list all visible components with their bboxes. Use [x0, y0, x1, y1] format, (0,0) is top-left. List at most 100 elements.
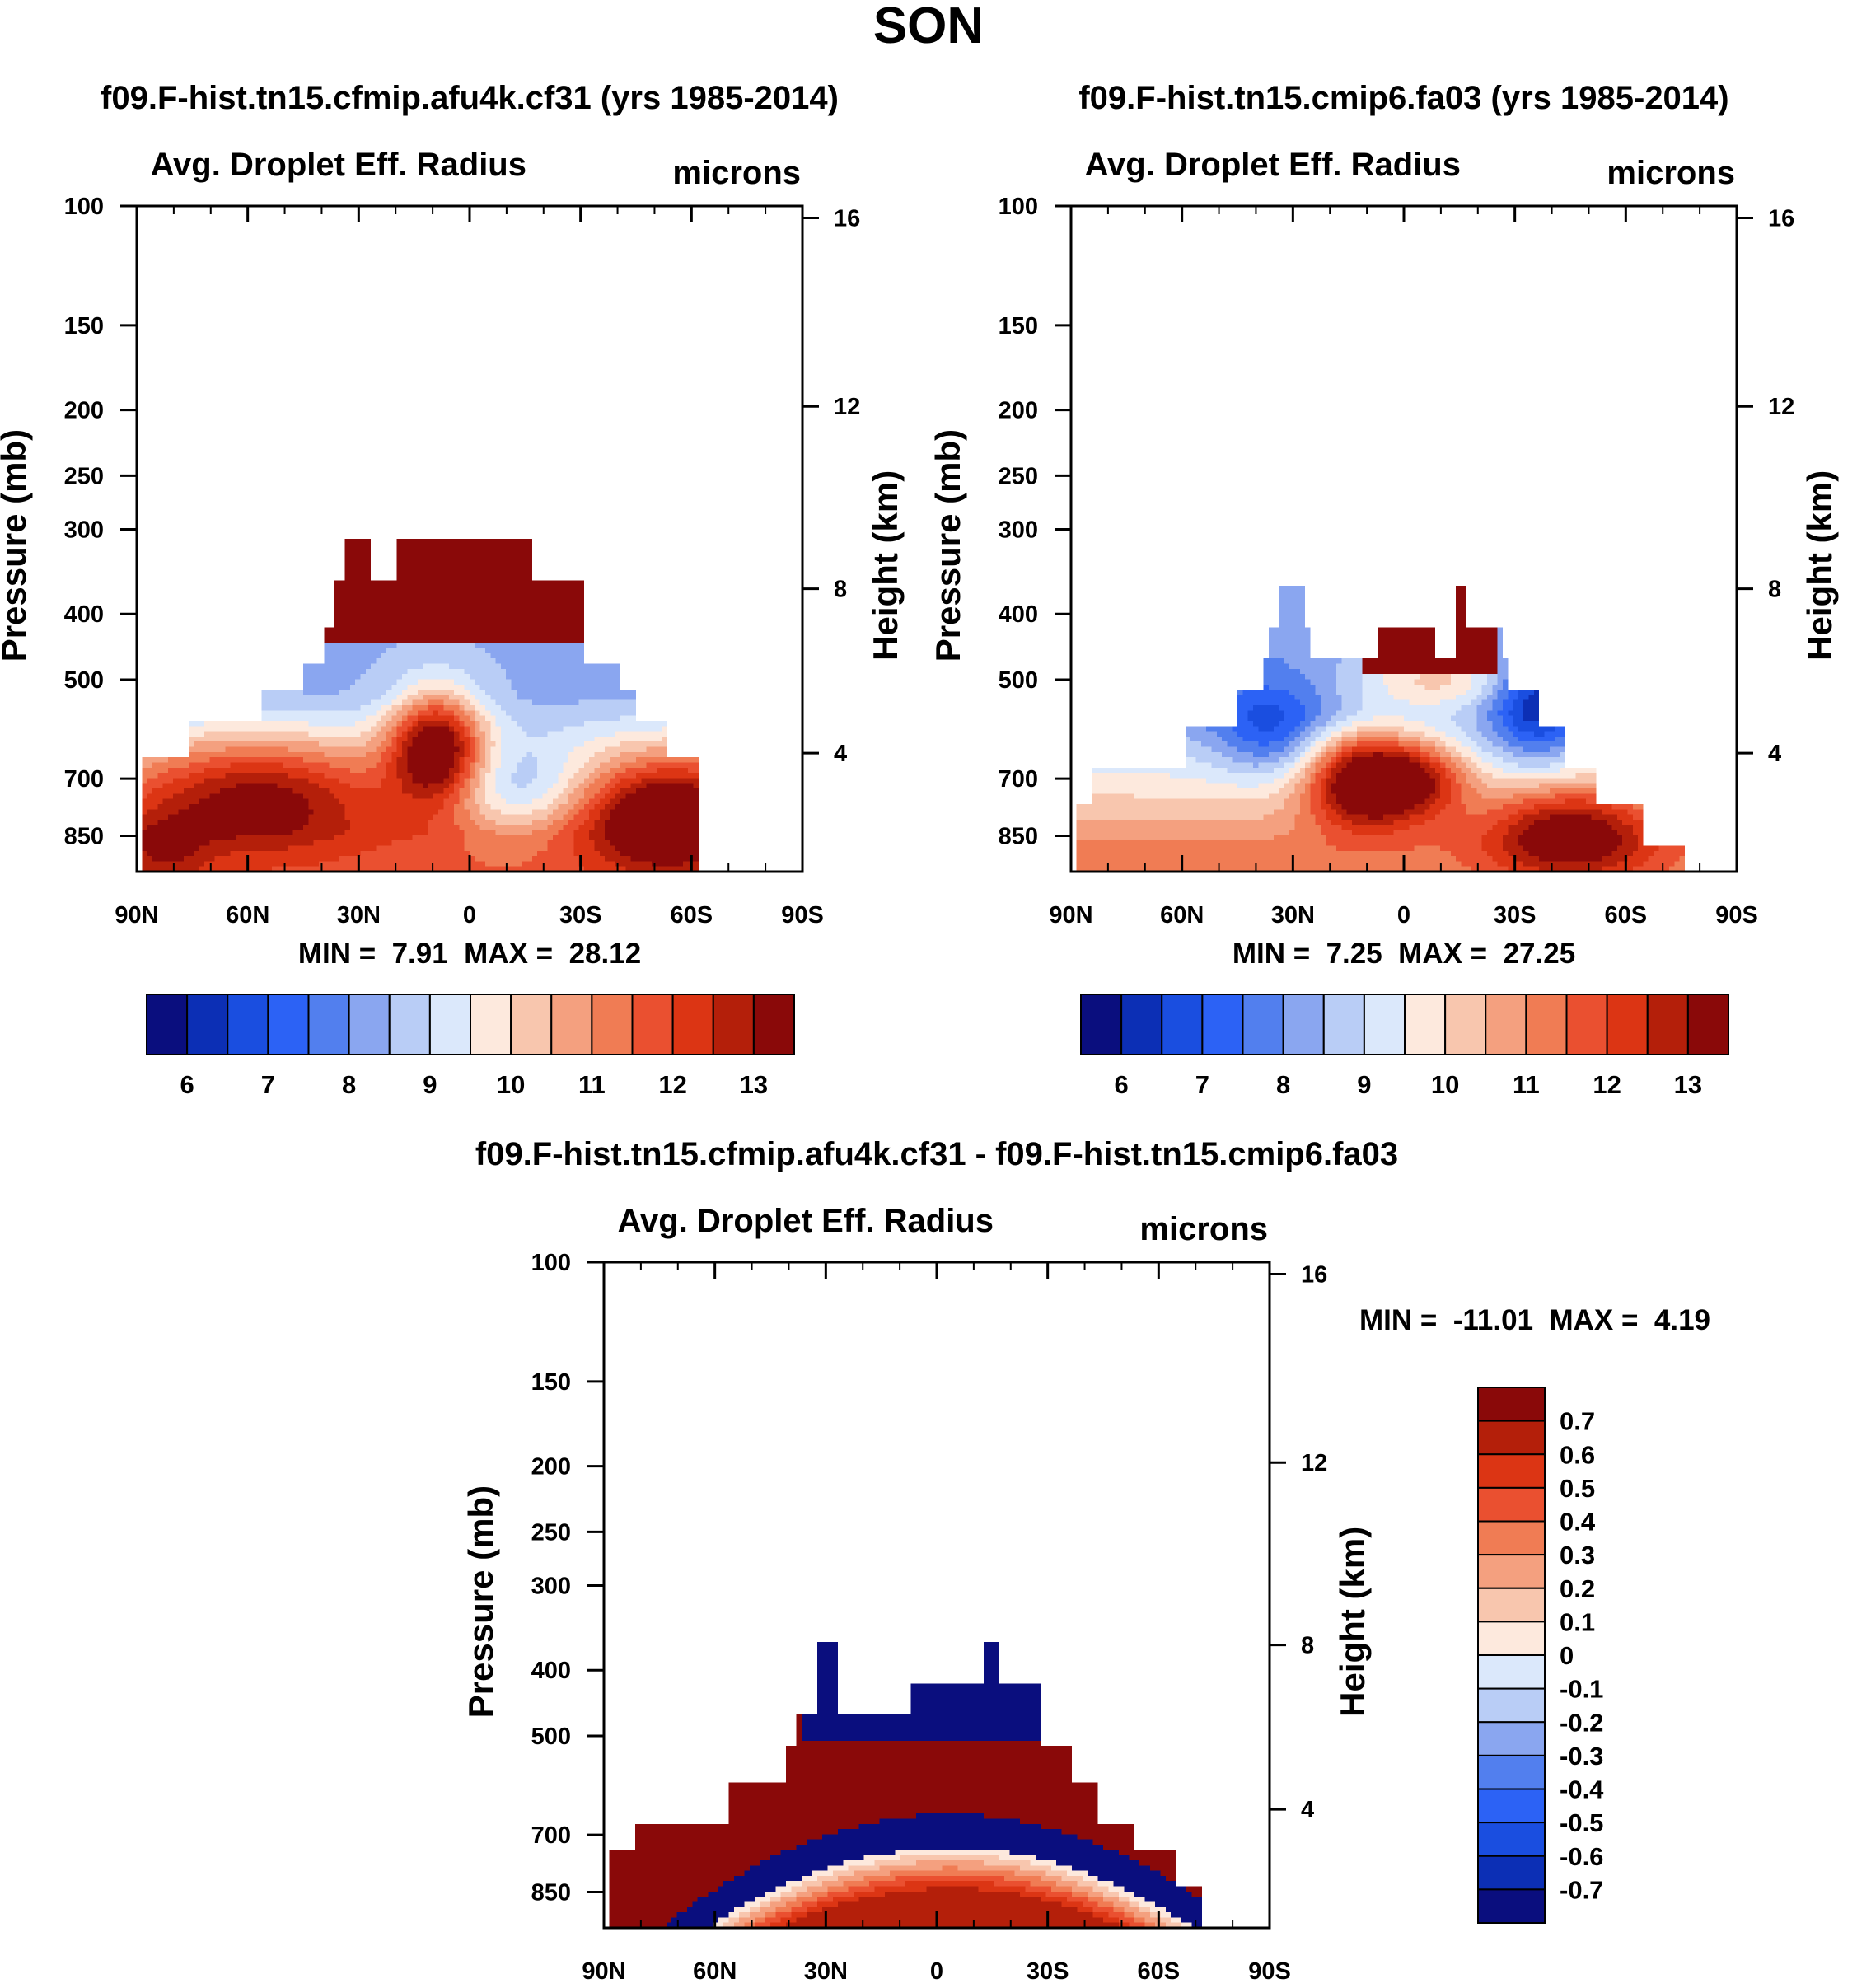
colorbar-box [1477, 1788, 1546, 1824]
colorbar-label: 9 [1357, 1070, 1371, 1099]
min-label: MIN = [1233, 938, 1310, 970]
variable-label: Avg. Droplet Eff. Radius [1085, 147, 1461, 183]
colorbar-box [1444, 994, 1487, 1055]
colorbar-label: 0.2 [1560, 1574, 1595, 1603]
y-tick-label: 500 [64, 667, 104, 694]
y-tick-label: 100 [999, 194, 1038, 220]
spacer [553, 938, 568, 970]
colorbar-label: 10 [497, 1070, 525, 1099]
colorbar-box [1477, 1520, 1546, 1556]
colorbar-label: 0.6 [1560, 1440, 1595, 1469]
data-field [1071, 206, 1737, 872]
y-tick-label: 100 [531, 1250, 571, 1276]
x-tick-label: 30N [804, 1958, 848, 1985]
colorbar-box [631, 994, 674, 1055]
colorbar-box [1477, 1621, 1546, 1656]
y-right-tick-label: 16 [834, 206, 860, 232]
y-tick-label: 700 [531, 1822, 571, 1849]
y-tick-label: 400 [531, 1658, 571, 1684]
x-tick-label: 60S [671, 902, 713, 929]
panel-title: f09.F-hist.tn15.cmip6.fa03 (yrs 1985-201… [1078, 80, 1728, 116]
max-value: 27.25 [1504, 938, 1576, 970]
colorbar-label: 13 [740, 1070, 768, 1099]
x-tick-label: 30S [559, 902, 602, 929]
colorbar-box [1565, 994, 1608, 1055]
colorbar-label: 6 [180, 1070, 194, 1099]
colorbar-label: 7 [261, 1070, 275, 1099]
colorbar-box [1686, 994, 1729, 1055]
min-value: 7.91 [392, 938, 448, 970]
units-label: microns [672, 155, 801, 191]
y-tick-label: 500 [999, 667, 1038, 694]
y-tick-label: 700 [64, 766, 104, 793]
y-tick-label: 250 [531, 1519, 571, 1546]
y-tick-label: 500 [531, 1724, 571, 1750]
max-label: MAX = [1398, 938, 1487, 970]
colorbar-box [146, 994, 189, 1055]
y-tick-label: 150 [999, 313, 1038, 339]
colorbar-box [1477, 1387, 1546, 1422]
y-right-tick-label: 4 [1301, 1797, 1314, 1823]
x-tick-label: 60N [1160, 902, 1204, 929]
panel-title: f09.F-hist.tn15.cfmip.afu4k.cf31 - f09.F… [475, 1136, 1398, 1172]
colorbar-box [1080, 994, 1123, 1055]
min-label: MIN = [298, 938, 376, 970]
y-right-tick-label: 12 [1768, 394, 1794, 420]
colorbar-box [712, 994, 755, 1055]
colorbar-box [1161, 994, 1204, 1055]
min-value: 7.25 [1326, 938, 1382, 970]
min-max-readout: MIN = -11.01 MAX = 4.19 [1359, 1304, 1710, 1336]
colorbar-box [1477, 1822, 1546, 1857]
colorbar-label: 13 [1674, 1070, 1702, 1099]
y-axis-title: Pressure (mb) [461, 1485, 500, 1718]
colorbar-label: -0.4 [1560, 1775, 1604, 1804]
colorbar-label: 0.4 [1560, 1508, 1596, 1537]
colorbar-box [1404, 994, 1447, 1055]
min-max-readout: MIN = 7.25 MAX = 27.25 [1233, 938, 1575, 970]
x-tick-label: 90N [582, 1958, 625, 1985]
colorbar-box [1477, 1486, 1546, 1523]
y-right-axis-title: Height (km) [1333, 1527, 1372, 1717]
colorbar-box [1477, 1721, 1546, 1756]
y-tick-label: 700 [999, 766, 1038, 793]
colorbar-box [671, 994, 714, 1055]
y-axis-title: Pressure (mb) [0, 429, 33, 662]
colorbar-label: -0.3 [1560, 1742, 1603, 1770]
colorbar-box [1477, 1687, 1546, 1724]
colorbar-box [1282, 994, 1325, 1055]
colorbar-label: 11 [1513, 1070, 1540, 1099]
x-tick-label: 90N [1049, 902, 1092, 929]
colorbar-label: 0.3 [1560, 1541, 1595, 1569]
colorbar-box [348, 994, 391, 1055]
colorbar-box [470, 994, 512, 1055]
y-right-tick-label: 8 [1301, 1633, 1314, 1659]
colorbar-label: 11 [578, 1070, 606, 1099]
max-value: 28.12 [569, 938, 642, 970]
spacer [448, 938, 464, 970]
x-tick-label: 30N [337, 902, 381, 929]
colorbar-box [1363, 994, 1406, 1055]
colorbar-label: 12 [1593, 1070, 1621, 1099]
y-tick-label: 850 [999, 824, 1038, 850]
x-tick-label: 0 [463, 902, 476, 929]
colorbar-label: 12 [658, 1070, 686, 1099]
colorbar-box [1477, 1420, 1546, 1456]
min-label: MIN = [1359, 1304, 1437, 1336]
colorbar-label: 0.5 [1560, 1474, 1595, 1503]
y-right-tick-label: 8 [834, 577, 847, 603]
panel-title: f09.F-hist.tn15.cfmip.afu4k.cf31 (yrs 19… [101, 80, 839, 116]
min-max-readout: MIN = 7.91 MAX = 28.12 [298, 938, 641, 970]
x-tick-label: 30N [1271, 902, 1315, 929]
max-label: MAX = [1550, 1304, 1639, 1336]
y-right-tick-label: 16 [1768, 206, 1794, 232]
y-tick-label: 400 [999, 601, 1038, 628]
x-tick-label: 90S [1715, 902, 1758, 929]
spacer [1382, 938, 1398, 970]
colorbar-box [510, 994, 553, 1055]
colorbar-box [1477, 1554, 1546, 1589]
y-tick-label: 300 [999, 517, 1038, 543]
colorbar-label: 8 [1276, 1070, 1290, 1099]
x-tick-label: 30S [1027, 1958, 1069, 1985]
colorbar-label: 8 [342, 1070, 356, 1099]
